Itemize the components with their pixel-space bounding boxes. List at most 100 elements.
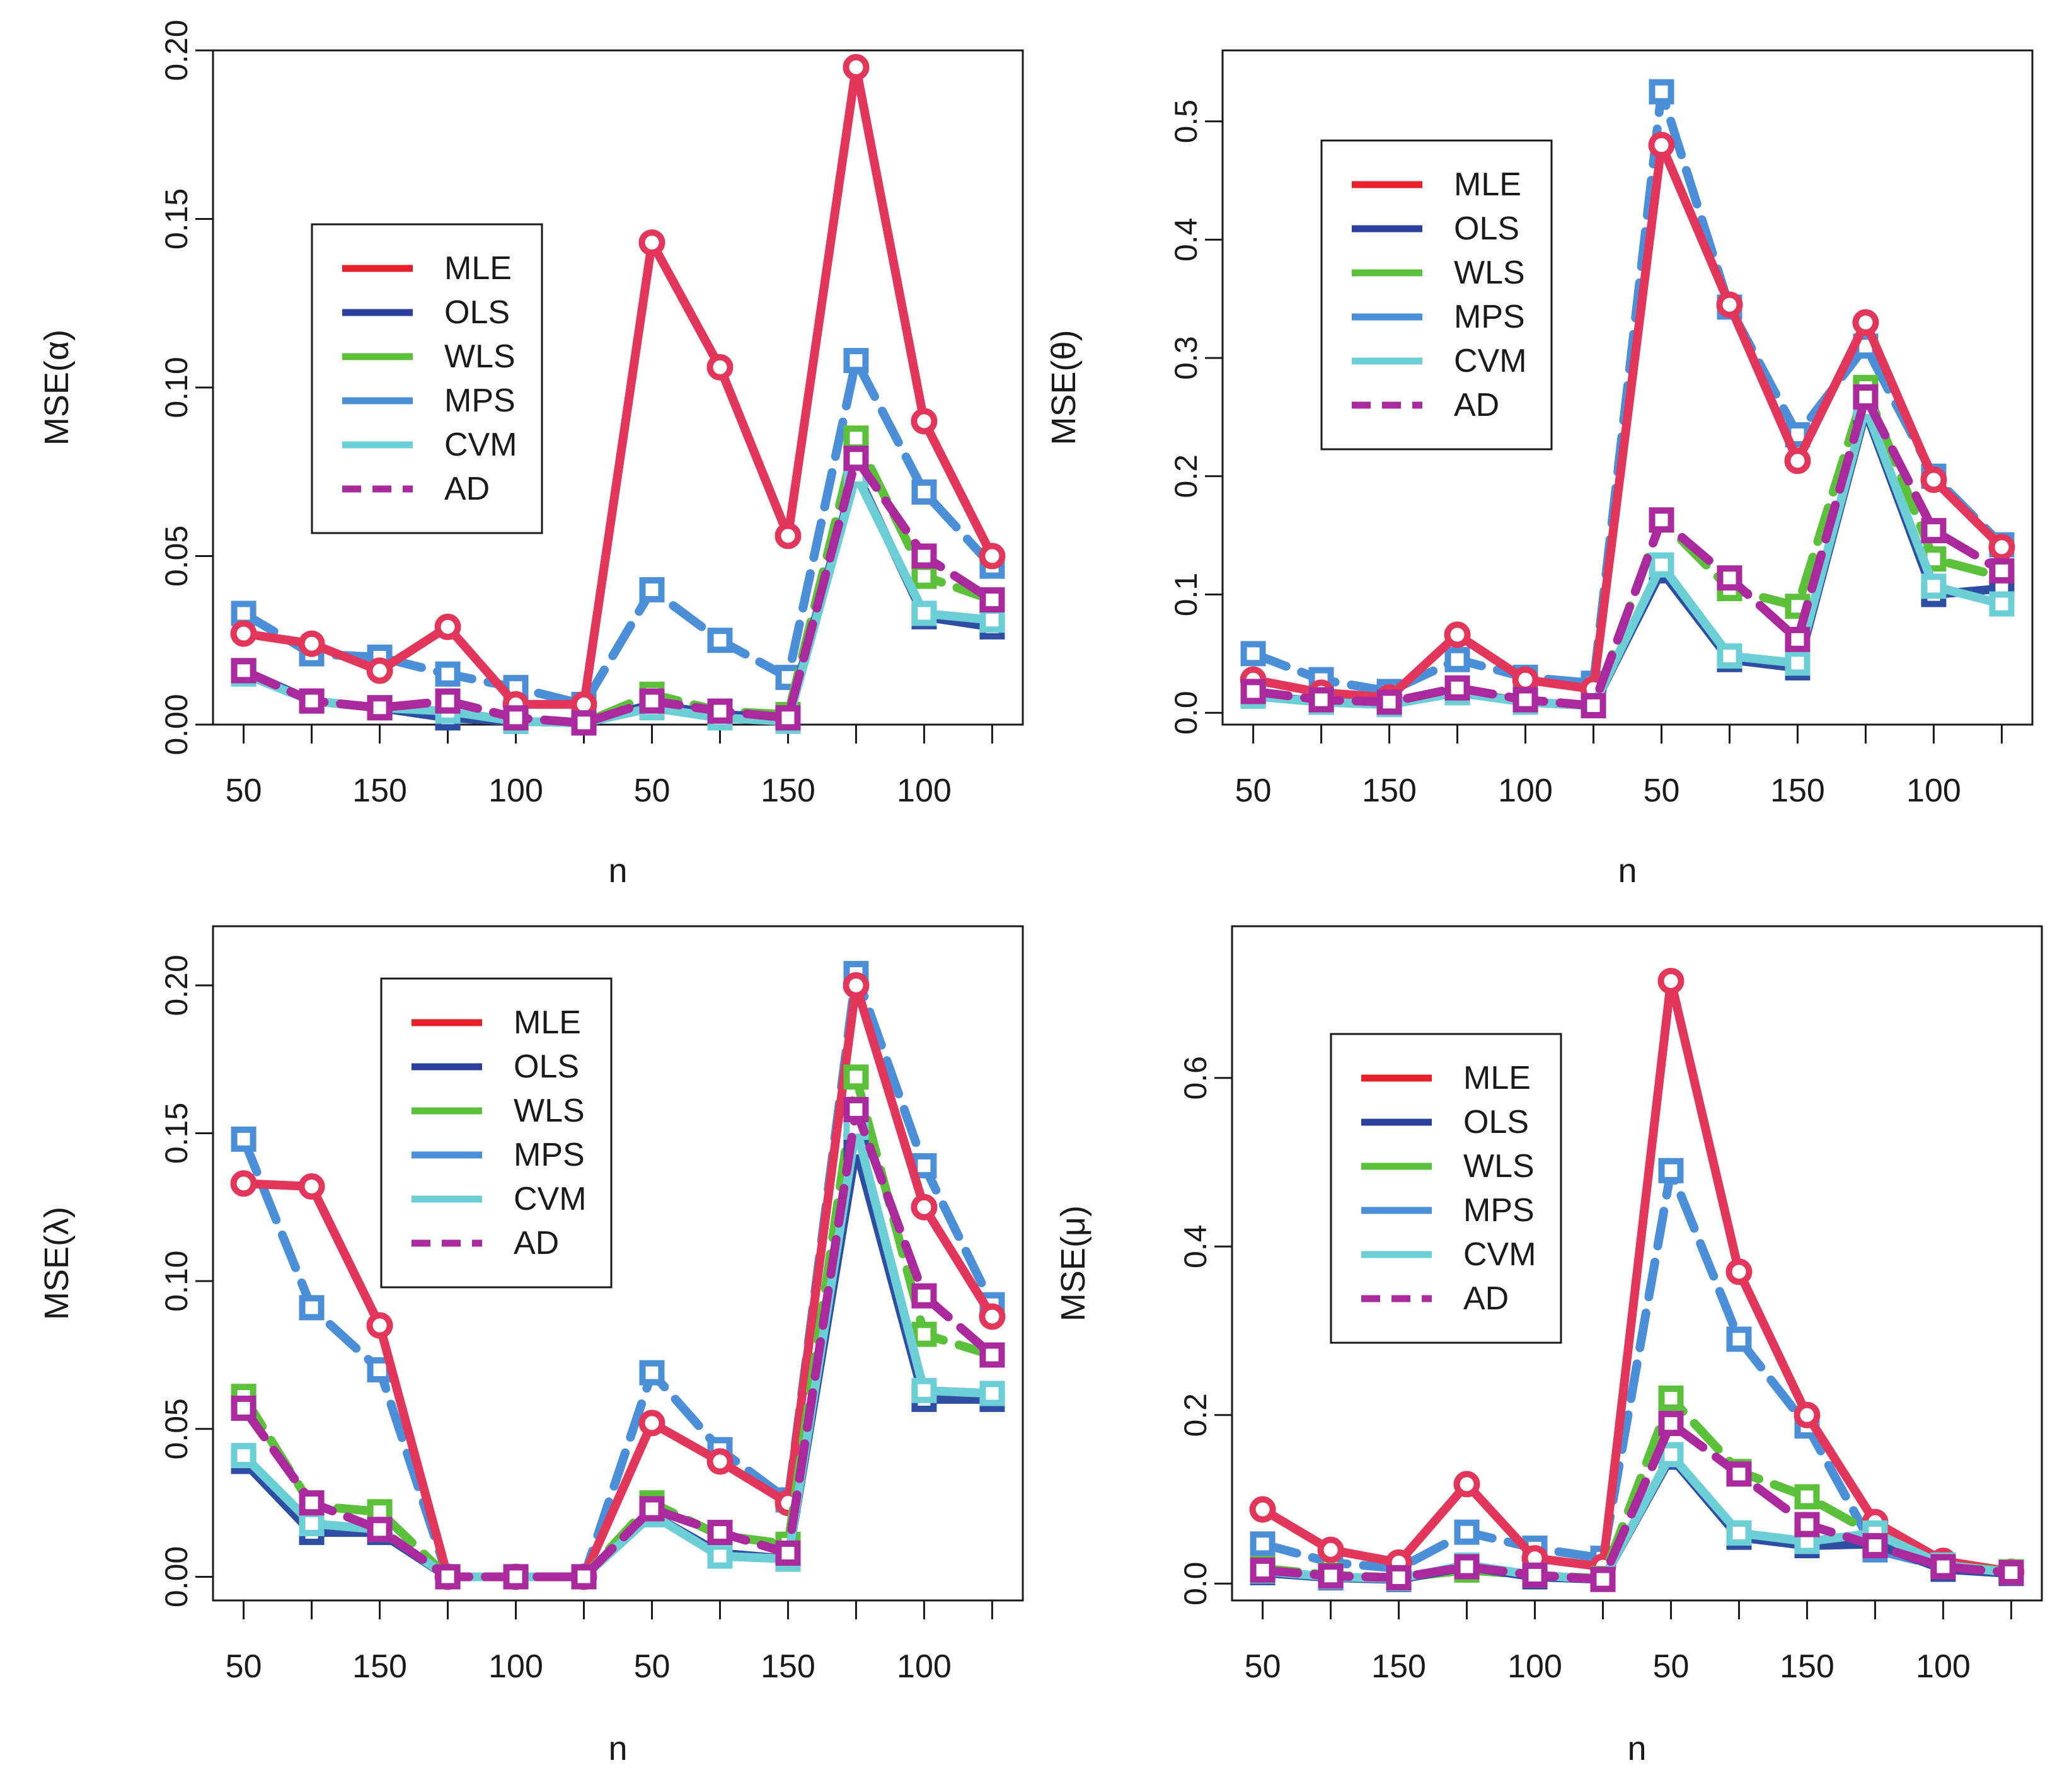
x-tick-label: 50 bbox=[226, 773, 262, 809]
data-point-wls bbox=[911, 563, 937, 589]
data-point-mle bbox=[638, 1410, 665, 1437]
data-point-ad bbox=[503, 1564, 529, 1590]
series-mle bbox=[230, 54, 1006, 718]
x-axis-title: n bbox=[1627, 1730, 1646, 1767]
data-point-cvm bbox=[299, 1510, 325, 1536]
data-point-mle bbox=[775, 522, 802, 549]
data-point-mle bbox=[911, 1193, 938, 1221]
data-point-ad bbox=[503, 705, 529, 731]
chart-mu: 0.0 0.2 0.4 0.6 50 150 100 50 150 100 MSE(μ) n MLE OL… bbox=[1054, 925, 2043, 1767]
data-point-mps bbox=[707, 628, 733, 653]
x-tick-label: 50 bbox=[1644, 773, 1680, 809]
data-point-mle bbox=[706, 353, 734, 381]
data-point-mps bbox=[435, 661, 461, 687]
legend-label-ad: AD bbox=[1463, 1280, 1509, 1317]
data-point-cvm bbox=[707, 1543, 733, 1569]
y-axis-title: MSE(μ) bbox=[1054, 1205, 1092, 1321]
legend-label-mle: MLE bbox=[444, 250, 512, 287]
data-point-mps bbox=[1726, 1326, 1752, 1352]
legend-label-ols: OLS bbox=[1454, 210, 1519, 247]
legend: MLE OLS WLS MPS CVM AD bbox=[380, 977, 613, 1289]
data-point-mle bbox=[1725, 1258, 1753, 1285]
series-line-mle bbox=[239, 980, 997, 1582]
data-point-ad bbox=[1862, 1533, 1888, 1559]
legend-label-cvm: CVM bbox=[1463, 1236, 1536, 1273]
y-tick-label: 0.05 bbox=[159, 1398, 194, 1459]
x-tick-label: 150 bbox=[1770, 773, 1825, 809]
legend-label-ols: OLS bbox=[514, 1048, 579, 1085]
data-point-mle bbox=[1648, 132, 1675, 159]
chart-alpha: 0.00 0.05 0.10 0.15 0.20 50 150 100 50 150 100 MSE(… bbox=[38, 20, 1024, 890]
legend-label-wls: WLS bbox=[444, 338, 516, 375]
x-axis-title: n bbox=[608, 852, 627, 890]
data-point-ad bbox=[435, 1564, 461, 1590]
data-point-cvm bbox=[979, 1381, 1005, 1406]
x-tick-label: 150 bbox=[352, 773, 407, 809]
legend: MLE OLS WLS MPS CVM AD bbox=[1330, 1033, 1562, 1344]
x-tick-label: 150 bbox=[1780, 1648, 1834, 1685]
data-point-ad bbox=[1512, 687, 1538, 713]
data-point-ad bbox=[911, 1283, 937, 1309]
legend-label-cvm: CVM bbox=[444, 427, 517, 463]
data-point-mle bbox=[1444, 621, 1471, 648]
y-tick-label: 0.4 bbox=[1178, 1224, 1213, 1268]
x-tick-label: 50 bbox=[226, 1648, 262, 1685]
x-tick-label: 100 bbox=[1916, 1648, 1971, 1685]
data-point-mle bbox=[706, 1448, 734, 1475]
data-point-mps bbox=[1454, 1519, 1480, 1545]
data-point-ad bbox=[843, 1096, 869, 1122]
data-point-ad bbox=[231, 658, 256, 684]
data-point-mle bbox=[1920, 466, 1947, 493]
data-point-ad bbox=[299, 688, 325, 714]
y-tick-label: 0.5 bbox=[1168, 100, 1204, 144]
y-tick-label: 0.15 bbox=[159, 1103, 194, 1164]
data-point-ad bbox=[299, 1490, 325, 1516]
y-tick-label: 0.00 bbox=[159, 694, 194, 755]
data-point-mle bbox=[230, 1170, 257, 1197]
data-point-mle bbox=[1784, 447, 1811, 474]
data-point-ad bbox=[979, 1342, 1005, 1368]
legend-label-ad: AD bbox=[1454, 387, 1499, 423]
plot-frame bbox=[212, 925, 1024, 1602]
legend-label-wls: WLS bbox=[1454, 255, 1525, 291]
data-point-ad bbox=[1921, 518, 1947, 544]
data-point-mle bbox=[1317, 1536, 1344, 1563]
data-point-mle bbox=[1794, 1401, 1821, 1428]
x-tick-label: 100 bbox=[488, 773, 543, 809]
data-point-ad bbox=[367, 1517, 393, 1542]
data-point-ad bbox=[1581, 692, 1606, 718]
data-point-mle bbox=[1657, 967, 1685, 994]
data-point-cvm bbox=[1726, 1520, 1752, 1546]
data-point-mps bbox=[911, 479, 937, 505]
y-tick-label: 0.1 bbox=[1168, 573, 1204, 617]
x-tick-label: 100 bbox=[897, 773, 952, 809]
y-tick-label: 0.4 bbox=[1168, 218, 1204, 262]
data-point-ad bbox=[1785, 626, 1811, 652]
y-tick-label: 0.00 bbox=[159, 1546, 194, 1607]
y-tick-label: 0.15 bbox=[159, 188, 194, 250]
data-point-mle bbox=[911, 408, 938, 435]
data-point-ad bbox=[639, 1496, 665, 1522]
data-point-mle bbox=[1249, 1496, 1276, 1523]
y-tick-label: 0.0 bbox=[1178, 1561, 1213, 1605]
data-point-mle bbox=[1988, 534, 2015, 561]
data-point-mle bbox=[230, 620, 257, 647]
legend-label-mle: MLE bbox=[1463, 1060, 1531, 1096]
data-point-mle bbox=[366, 657, 393, 684]
legend-box bbox=[1320, 139, 1553, 451]
data-point-ad bbox=[1998, 1559, 2024, 1585]
data-point-ad bbox=[639, 688, 665, 714]
data-point-mle bbox=[1453, 1471, 1480, 1498]
series-ad bbox=[231, 1096, 1005, 1590]
data-point-mle bbox=[366, 1312, 393, 1339]
legend-label-cvm: CVM bbox=[1454, 343, 1527, 379]
data-point-ad bbox=[231, 1395, 256, 1421]
x-tick-label: 100 bbox=[1507, 1648, 1562, 1685]
legend-label-mps: MPS bbox=[444, 382, 516, 419]
x-tick-label: 150 bbox=[1362, 773, 1417, 809]
data-point-mps bbox=[639, 1360, 665, 1386]
data-point-ad bbox=[775, 1540, 801, 1566]
data-point-ad bbox=[571, 710, 597, 736]
legend-label-mle: MLE bbox=[1454, 166, 1521, 203]
